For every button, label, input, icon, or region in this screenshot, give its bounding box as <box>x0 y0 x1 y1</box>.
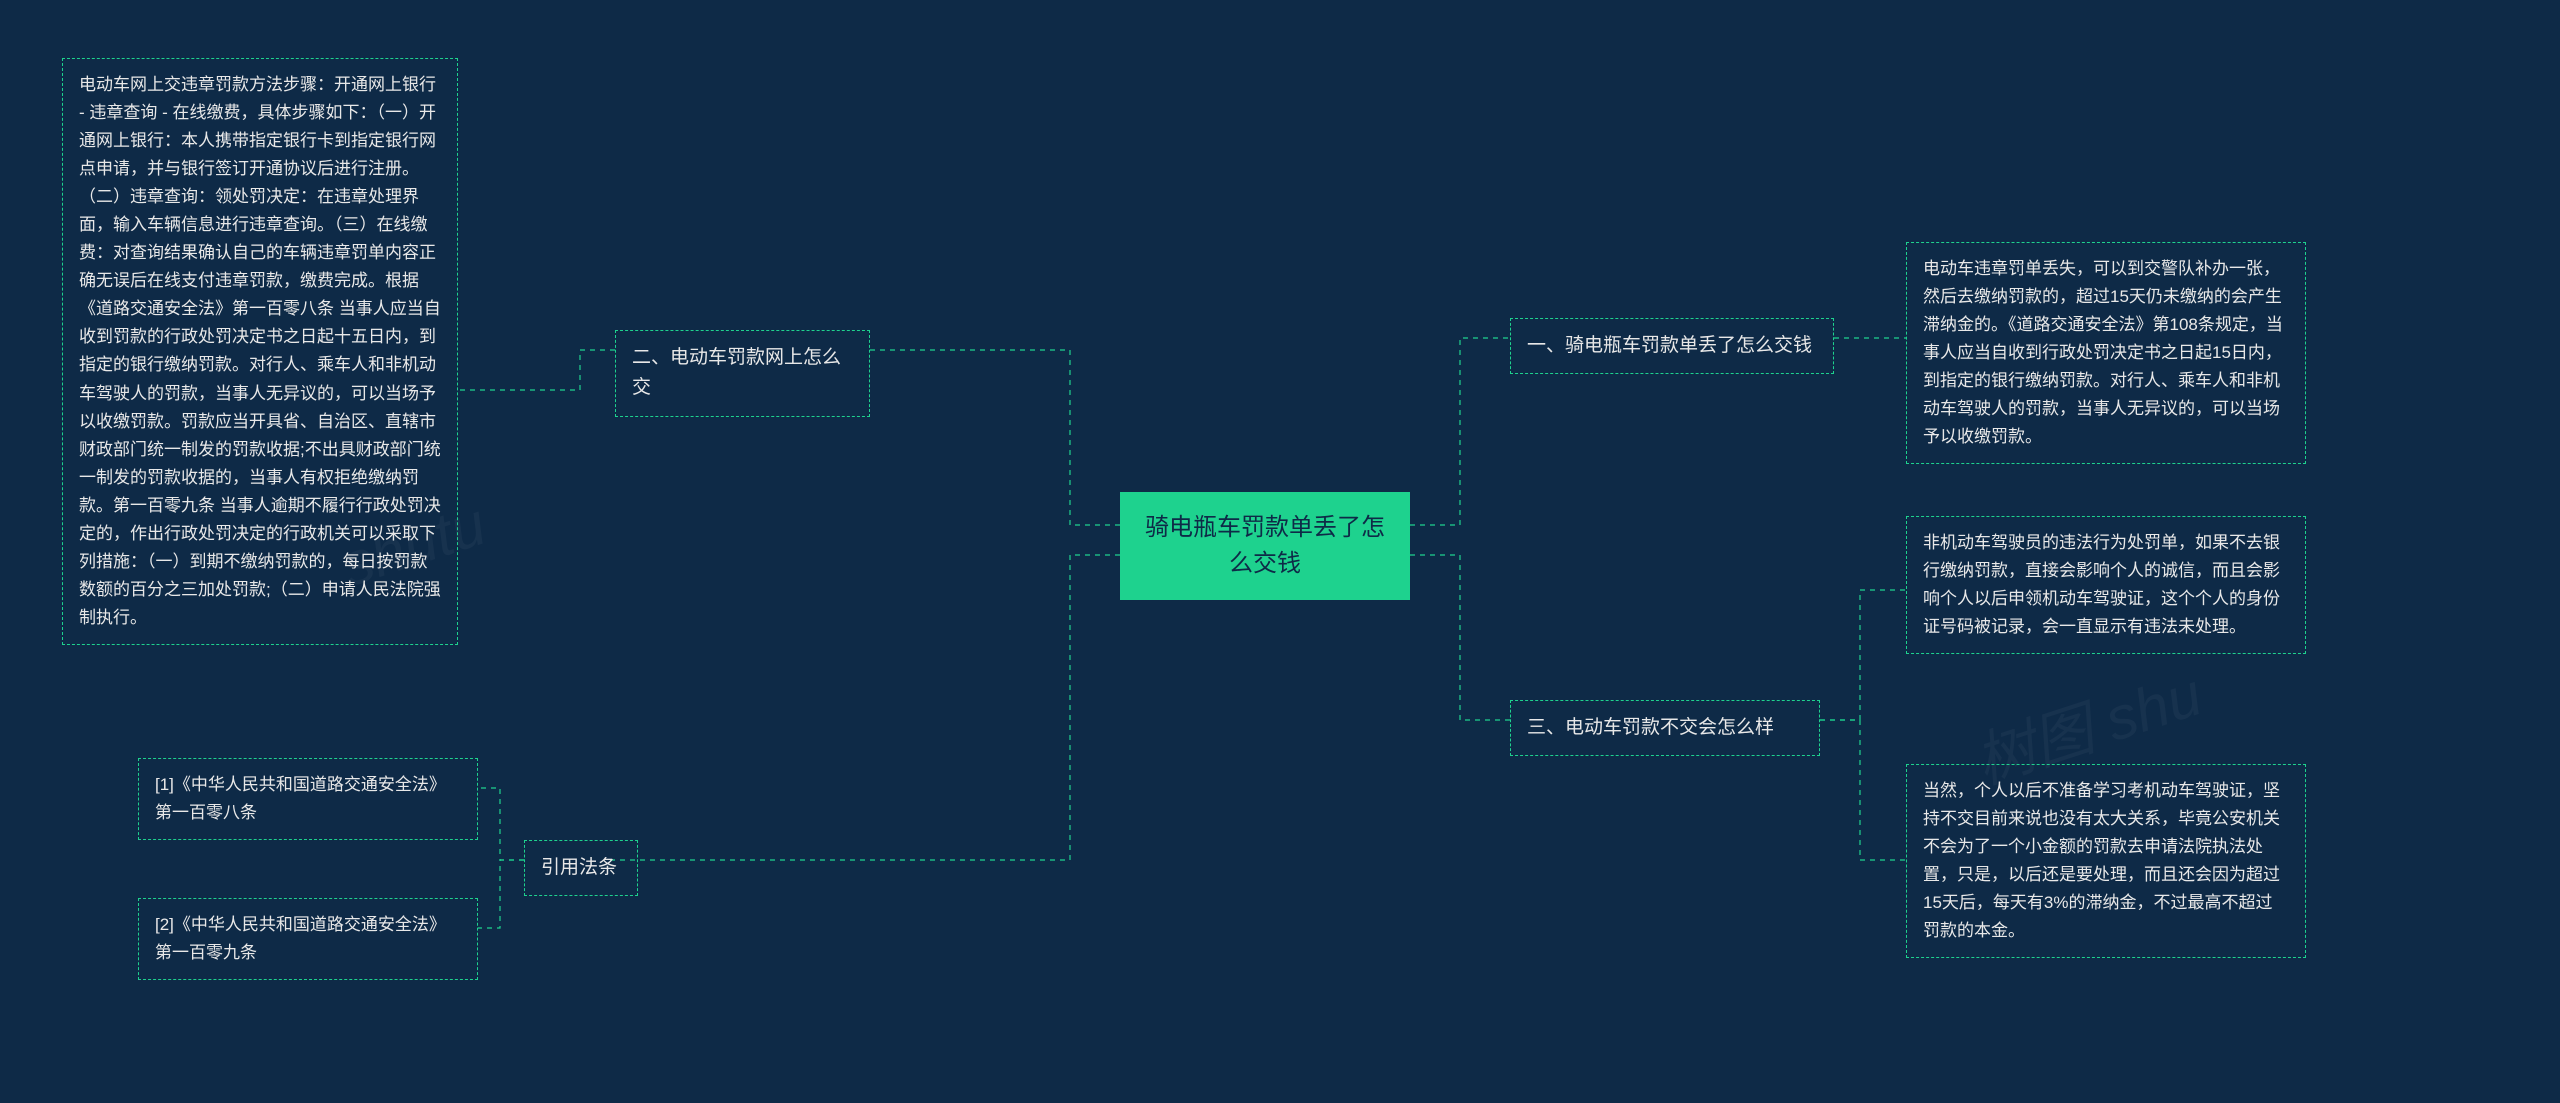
leaf-l2: 电动车网上交违章罚款方法步骤：开通网上银行 - 违章查询 - 在线缴费，具体步骤… <box>62 58 458 645</box>
branch-l4: 引用法条 <box>524 840 638 896</box>
leaf-r3-2: 当然，个人以后不准备学习考机动车驾驶证，坚持不交目前来说也没有太大关系，毕竟公安… <box>1906 764 2306 958</box>
leaf-r3-1: 非机动车驾驶员的违法行为处罚单，如果不去银行缴纳罚款，直接会影响个人的诚信，而且… <box>1906 516 2306 654</box>
branch-l2: 二、电动车罚款网上怎么交 <box>615 330 870 417</box>
leaf-r1: 电动车违章罚单丢失，可以到交警队补办一张，然后去缴纳罚款的，超过15天仍未缴纳的… <box>1906 242 2306 464</box>
leaf-l4-2: [2]《中华人民共和国道路交通安全法》 第一百零九条 <box>138 898 478 980</box>
branch-r1: 一、骑电瓶车罚款单丢了怎么交钱 <box>1510 318 1834 374</box>
center-node: 骑电瓶车罚款单丢了怎么交钱 <box>1120 492 1410 600</box>
leaf-l4-1: [1]《中华人民共和国道路交通安全法》 第一百零八条 <box>138 758 478 840</box>
branch-r3: 三、电动车罚款不交会怎么样 <box>1510 700 1820 756</box>
